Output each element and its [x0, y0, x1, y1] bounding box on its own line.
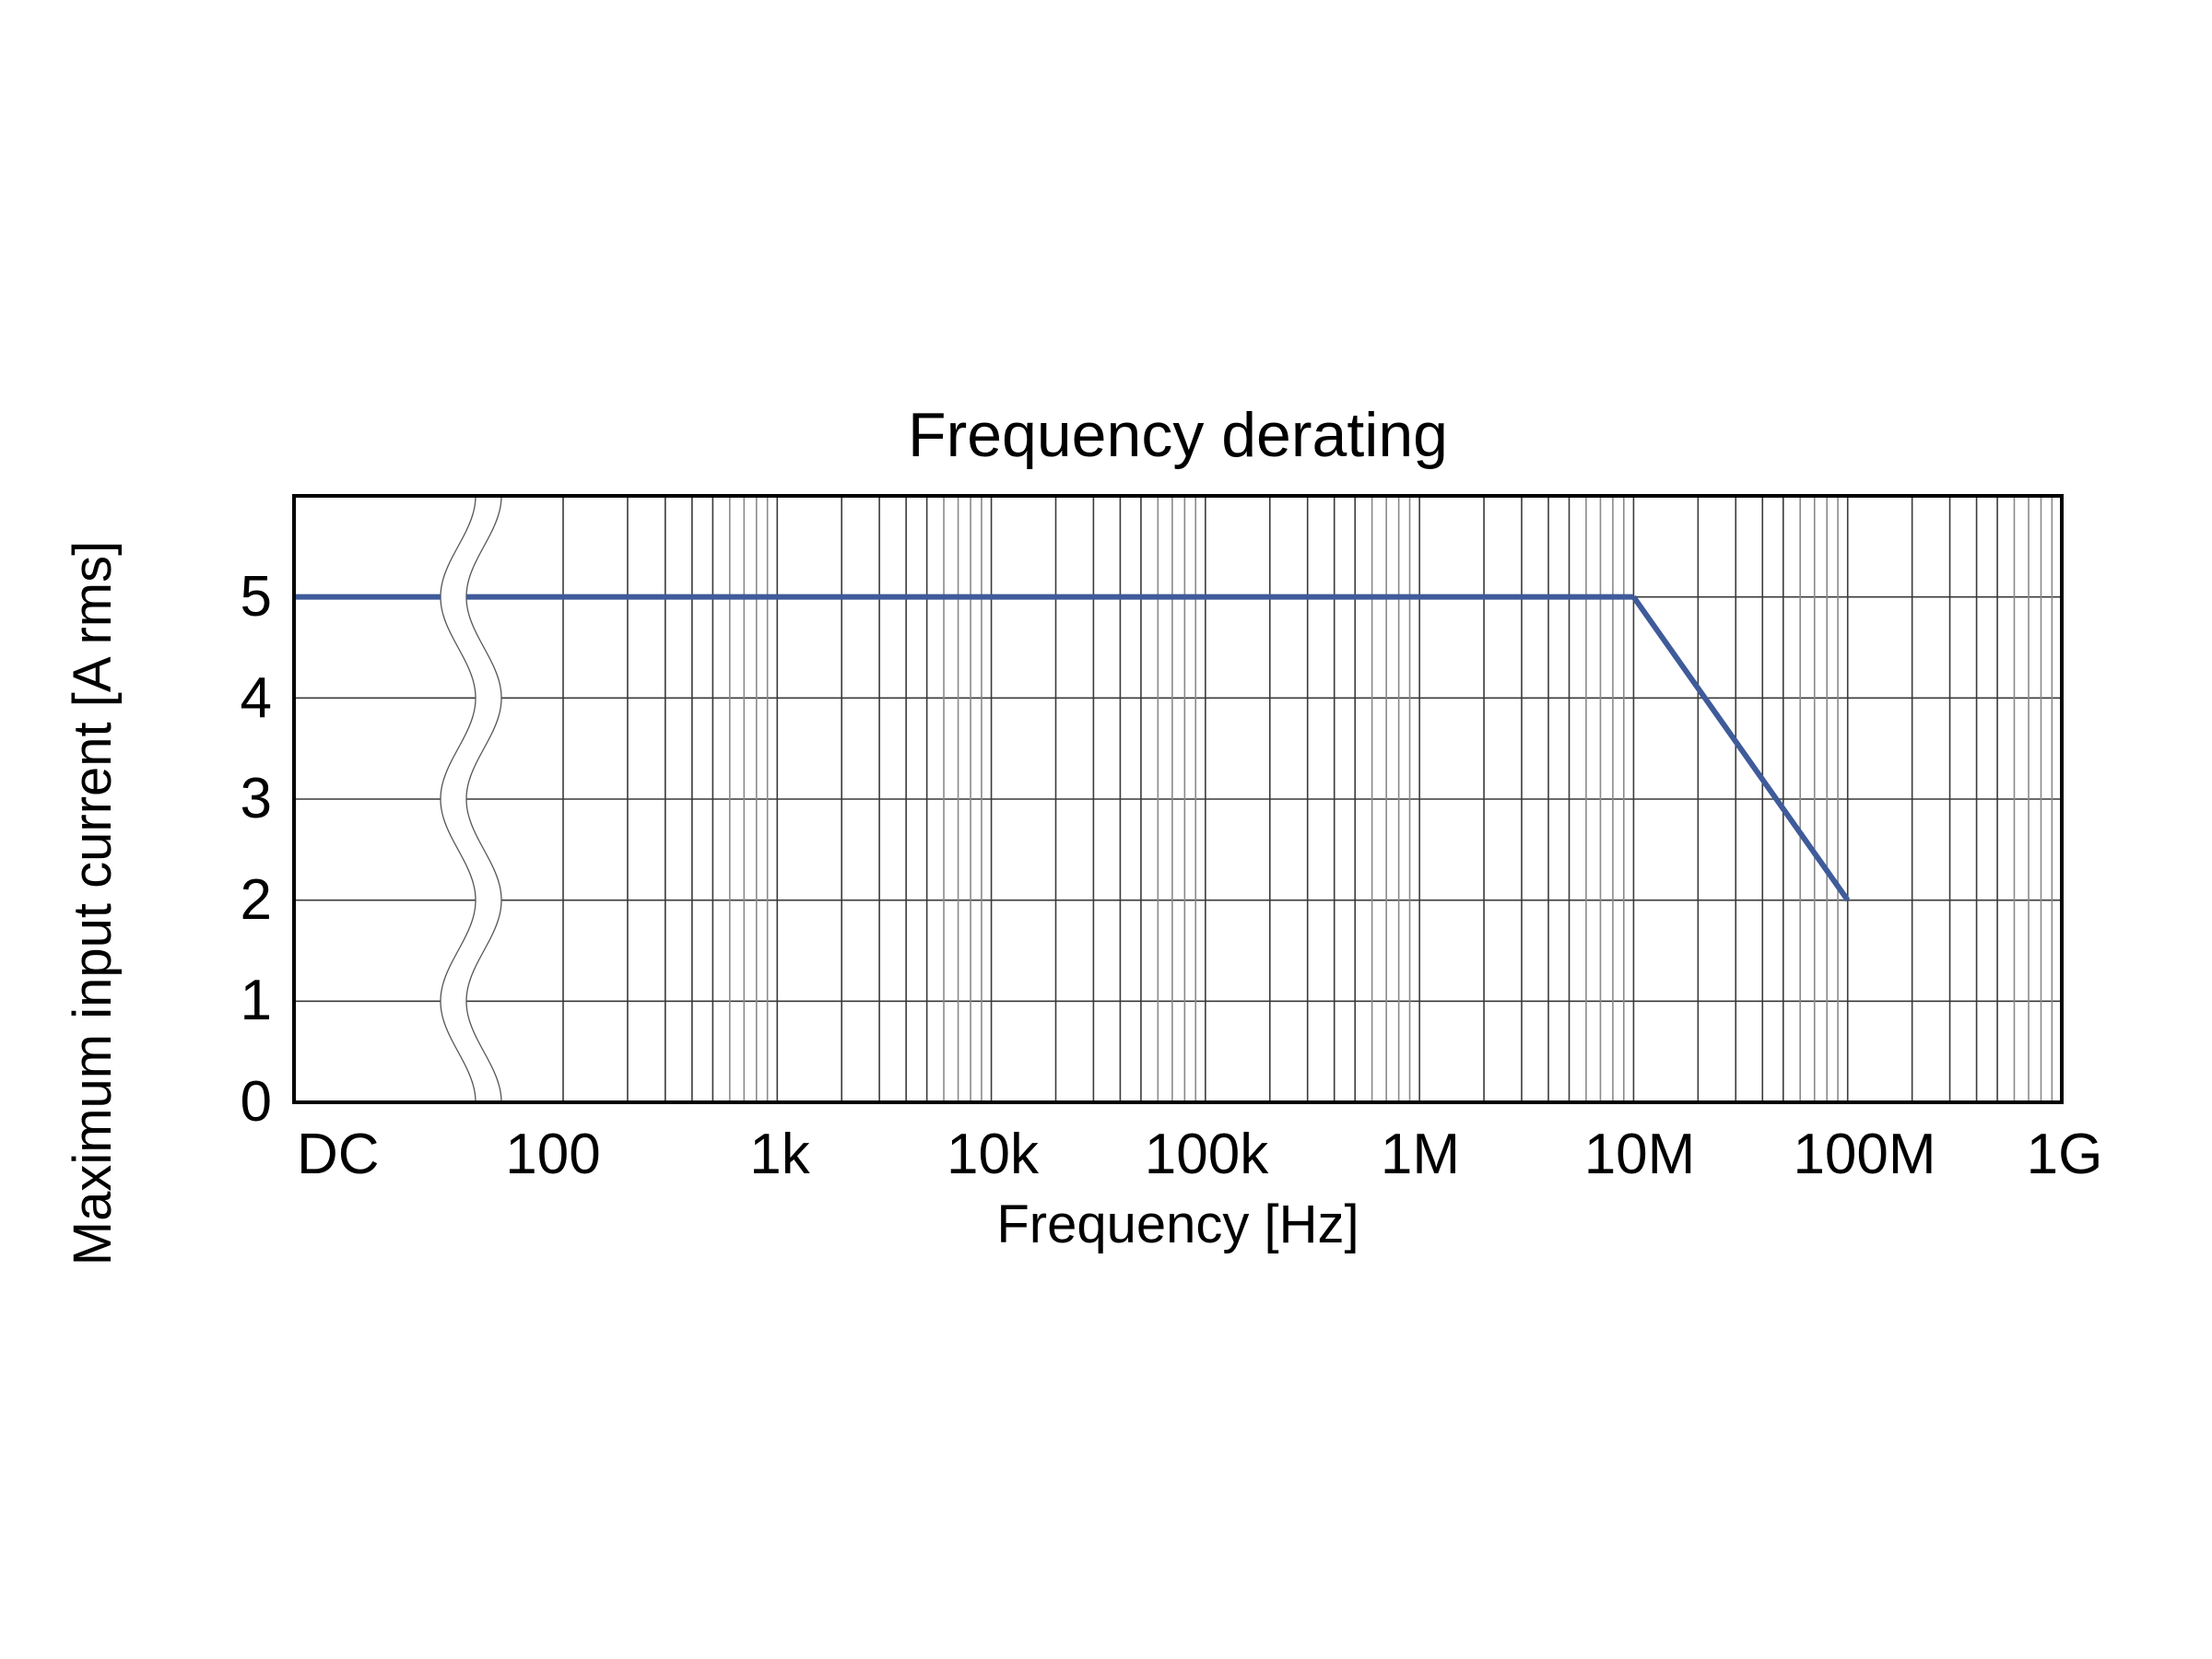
x-tick-label: 100 [505, 1123, 601, 1186]
y-tick-label: 0 [240, 1070, 272, 1134]
data-series [294, 594, 1851, 902]
break-band [441, 496, 501, 1102]
x-tick-label: 100M [1793, 1123, 1936, 1186]
x-tick-label: 10M [1583, 1123, 1696, 1186]
grid-lines [294, 496, 2062, 1102]
y-axis-label: Maximum input current [A rms] [63, 540, 123, 1266]
x-tick-label: 1M [1380, 1123, 1461, 1186]
series-line [1630, 594, 1851, 902]
x-tick-label: DC [297, 1123, 380, 1186]
x-tick-label: 100k [1144, 1123, 1269, 1186]
x-axis-label: Frequency [Hz] [996, 1194, 1359, 1254]
x-tick-label: 1k [749, 1123, 810, 1186]
y-tick-label: 3 [240, 767, 272, 830]
x-tick-label: 10k [947, 1123, 1039, 1186]
y-tick-label: 5 [240, 565, 272, 629]
x-tick-label: 1G [2026, 1123, 2103, 1186]
plot-frame [292, 494, 2064, 1104]
y-tick-label: 1 [240, 969, 272, 1032]
y-tick-label: 2 [240, 868, 272, 932]
y-tick-label: 4 [240, 666, 272, 730]
chart-title: Frequency derating [908, 400, 1448, 470]
break-curve-left [440, 495, 477, 1103]
